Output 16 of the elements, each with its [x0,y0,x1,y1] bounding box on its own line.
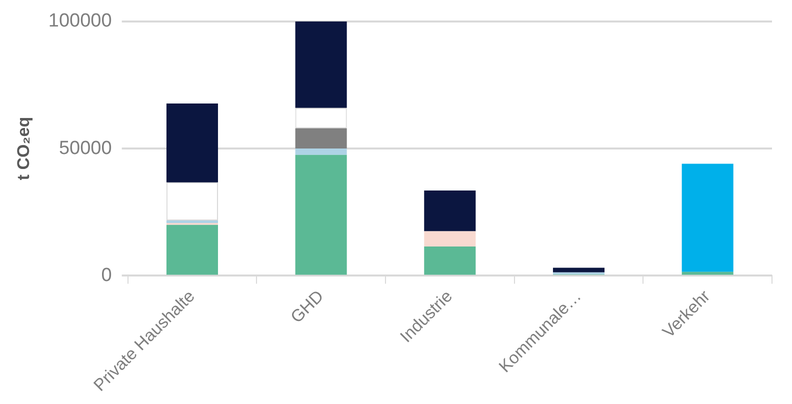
bar [424,231,476,246]
bar [295,21,347,108]
y-axis-title: t CO₂eq [14,116,33,180]
bar [424,246,476,275]
y-tick-label: 100000 [48,10,112,32]
bar [295,128,347,149]
y-tick-label: 0 [101,264,112,286]
bar [295,154,347,275]
bar [682,164,734,272]
bar [166,220,218,224]
y-tick-label: 50000 [58,138,112,159]
bar [552,268,605,272]
bar [424,190,476,232]
bar [166,224,218,275]
bar [166,104,218,182]
bar [295,148,347,155]
